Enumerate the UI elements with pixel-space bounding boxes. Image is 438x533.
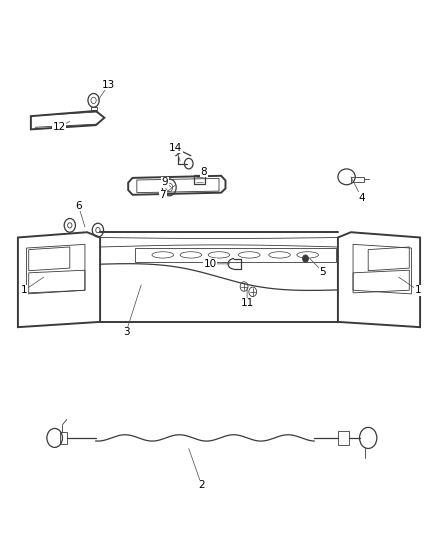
Text: 7: 7 xyxy=(159,185,176,200)
Text: 14: 14 xyxy=(169,143,182,161)
Text: 13: 13 xyxy=(98,79,115,100)
Text: 5: 5 xyxy=(310,259,326,277)
Text: 9: 9 xyxy=(162,177,171,188)
Text: 2: 2 xyxy=(189,448,205,490)
Text: 12: 12 xyxy=(53,122,70,132)
Text: 1: 1 xyxy=(21,277,44,295)
Text: 10: 10 xyxy=(204,259,230,269)
Text: 11: 11 xyxy=(240,288,254,309)
Text: 6: 6 xyxy=(75,201,85,227)
Text: 8: 8 xyxy=(201,166,207,177)
Text: 3: 3 xyxy=(123,285,141,337)
Circle shape xyxy=(303,255,308,262)
Text: 4: 4 xyxy=(351,177,365,203)
Text: 1: 1 xyxy=(399,277,421,295)
